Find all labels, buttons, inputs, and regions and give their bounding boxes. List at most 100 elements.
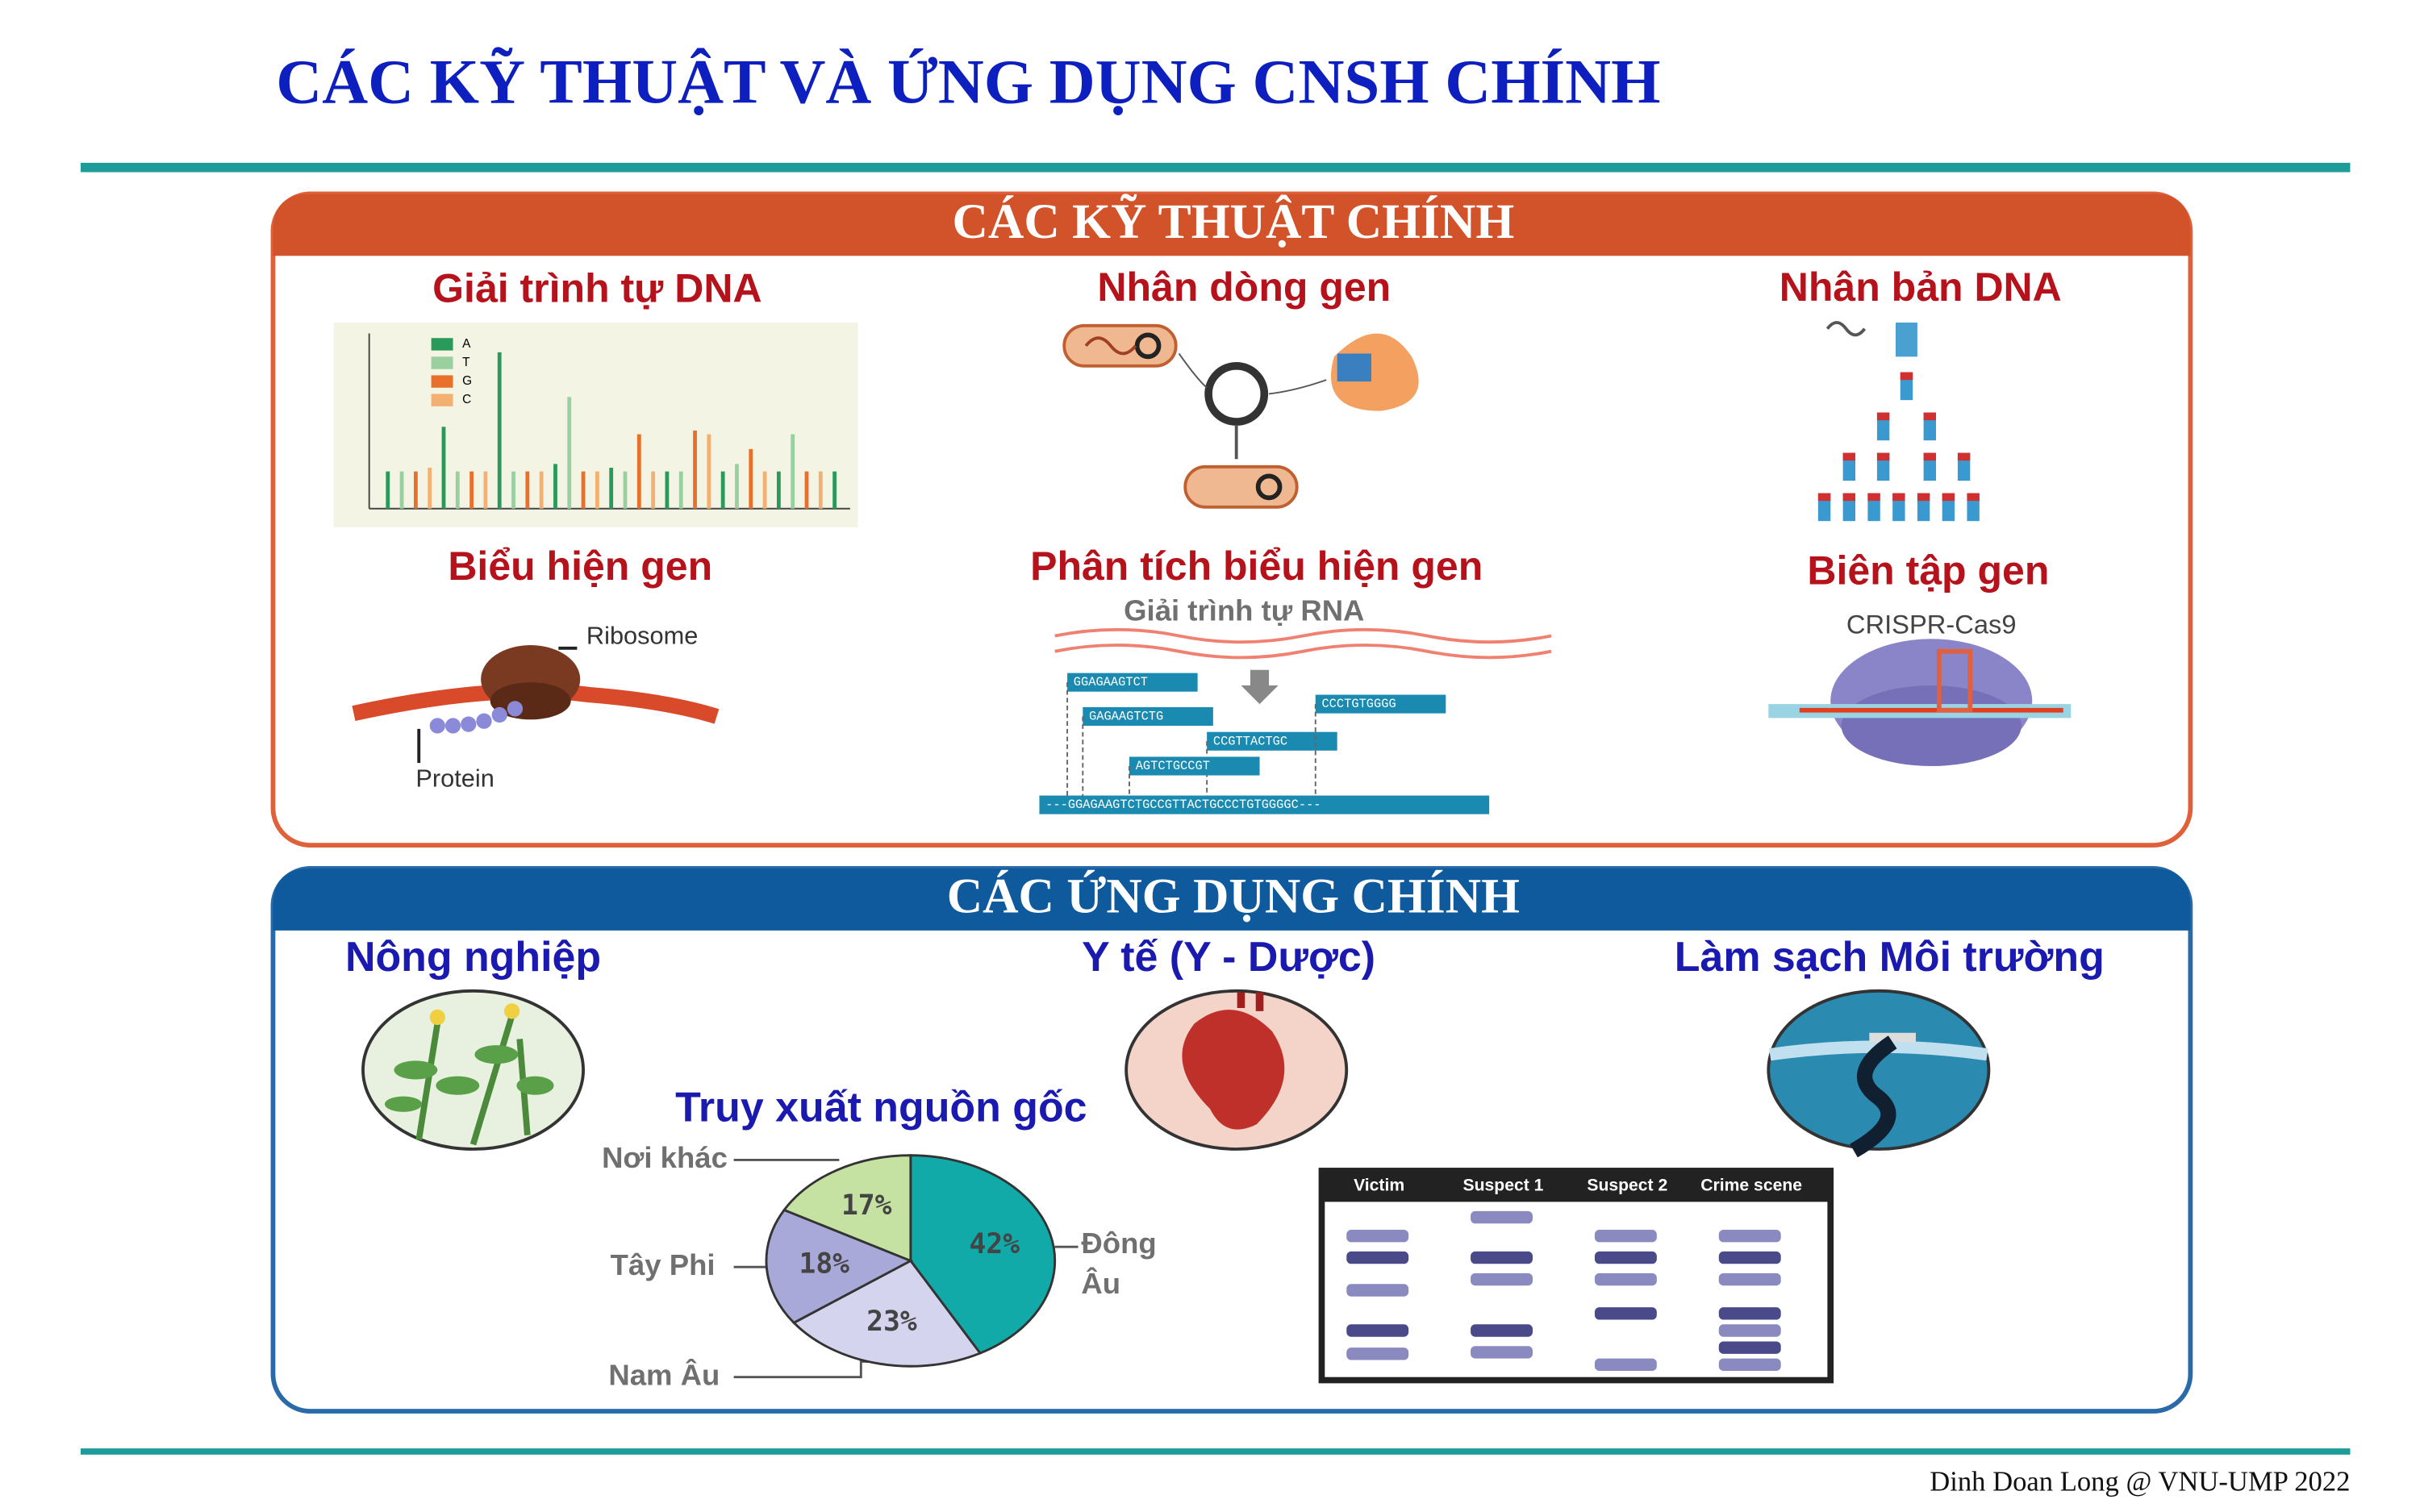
gel-header: Suspect 1 <box>1463 1177 1544 1195</box>
legend-swatch <box>431 356 453 369</box>
gel-header: Victim <box>1354 1177 1404 1195</box>
gel-band <box>1594 1272 1657 1286</box>
heart-image <box>1124 989 1349 1151</box>
gel-band <box>1718 1230 1781 1243</box>
strand-tip <box>1957 452 1971 461</box>
read-text: GAGAAGTCTG <box>1089 710 1163 724</box>
gel-band <box>1346 1284 1409 1297</box>
technique: Biểu hiện gen <box>448 544 712 589</box>
strand-tip <box>1923 452 1936 461</box>
agriculture-image <box>361 989 585 1151</box>
gel-band <box>1346 1347 1409 1360</box>
label: Protein <box>415 764 494 792</box>
contig <box>1039 795 1490 814</box>
subheading: Truy xuất nguồn gốc <box>675 1085 1087 1131</box>
gel-band <box>1471 1210 1533 1224</box>
pie-slice <box>782 1154 912 1263</box>
technique: Giải trình tự DNA <box>432 266 761 311</box>
legend-swatch <box>431 394 453 406</box>
pie-chart: 42% 23% 18% 17% <box>733 1154 1079 1379</box>
strand-tip <box>1842 493 1855 502</box>
read <box>1129 756 1260 776</box>
pie-label-box: Đông Âu <box>1081 1228 1157 1302</box>
pie-slice <box>791 1259 983 1368</box>
label: Ribosome <box>586 622 698 650</box>
label: CRISPR-Cas9 <box>1846 610 2017 639</box>
pie-value-label: 18% <box>799 1248 849 1280</box>
strand-tip <box>1876 452 1890 461</box>
gel-header: Crime scene <box>1700 1177 1802 1195</box>
footer: Dinh Doan Long @ VNU-UMP 2022 <box>1930 1466 2350 1497</box>
pie-label: Đông Âu <box>1081 1228 1157 1302</box>
strand-tip <box>1923 412 1936 421</box>
read-text: GGAGAAGTCT <box>1074 675 1148 689</box>
technique: Nhân dòng gen <box>1097 264 1391 310</box>
legend-label: A <box>462 337 471 351</box>
rna-seq-illustration: Giải trình tự RNA GGAGAAGTCT GAGAAGTCTG CC… <box>1039 594 1552 814</box>
gel-band <box>1346 1324 1409 1337</box>
pcr-illustration <box>1817 321 1980 522</box>
gel-band <box>1718 1307 1781 1320</box>
legend-label: C <box>462 393 471 406</box>
gel-band <box>1471 1251 1533 1264</box>
legend-label: G <box>462 374 472 388</box>
gel-band <box>1594 1358 1657 1371</box>
legend-swatch <box>431 338 453 351</box>
gel-band <box>1718 1358 1781 1371</box>
read <box>1083 706 1213 726</box>
pie-slice <box>765 1208 914 1325</box>
pie-label: Nơi khác <box>602 1141 728 1174</box>
pie-slice <box>909 1154 1057 1355</box>
application: Y tế (Y - Dược) <box>1082 934 1375 981</box>
pie-label: Tây Phi <box>611 1248 716 1281</box>
contig-text: ---GGAGAAGTCTGCCGTTACTGCCCTGTGGGGC--- <box>1045 798 1321 812</box>
pie-value-label: 23% <box>866 1306 917 1338</box>
pie-value-label: 42% <box>970 1228 1020 1260</box>
gel-image: Victim Suspect 1 Suspect 2 Crime scene <box>1318 1168 1834 1384</box>
gel-band <box>1346 1251 1409 1264</box>
gel-band <box>1594 1307 1657 1320</box>
gel-header: Suspect 2 <box>1587 1177 1667 1195</box>
gel-band <box>1718 1324 1781 1337</box>
gel-band <box>1718 1251 1781 1264</box>
technique: Nhân bản DNA <box>1780 264 2062 310</box>
read-text: CCCTGTGGGG <box>1321 697 1396 711</box>
slide-title: CÁC KỸ THUẬT VÀ ỨNG DỤNG CNSH CHÍNH <box>276 47 1660 118</box>
read <box>1207 731 1337 751</box>
read-text: CCGTTACTGC <box>1213 734 1287 748</box>
strand-tip <box>1942 493 1955 502</box>
ribosome-illustration: Ribosome Protein <box>352 622 720 792</box>
strand-tip <box>1892 493 1905 502</box>
read-text: AGTCTGCCGT <box>1136 759 1210 773</box>
strand-tip <box>1842 452 1855 461</box>
caption: Giải trình tự RNA <box>1124 594 1364 627</box>
gel-band <box>1718 1272 1781 1286</box>
strand-tip <box>1917 493 1930 502</box>
gel-band <box>1718 1341 1781 1354</box>
strand-tip <box>1967 493 1980 502</box>
legend-swatch <box>431 375 453 388</box>
read <box>1315 694 1446 714</box>
technique: Biên tập gen <box>1807 548 2049 594</box>
gel-band <box>1594 1251 1657 1264</box>
application: Nông nghiệp <box>345 934 601 981</box>
strand-tip <box>1867 493 1880 502</box>
gel-band <box>1346 1230 1409 1243</box>
gel-band <box>1471 1346 1533 1359</box>
cloning-illustration <box>1062 323 1419 509</box>
crispr-illustration: CRISPR-Cas9 <box>1768 610 2072 766</box>
section-heading: CÁC ỨNG DỤNG CHÍNH <box>947 868 1520 923</box>
legend-label: T <box>462 356 470 369</box>
strand-tip <box>1817 493 1831 502</box>
ocean-image <box>1767 989 1991 1158</box>
application: Làm sạch Môi trường <box>1675 934 2105 981</box>
pie-value-label: 17% <box>841 1189 892 1222</box>
strand-tip <box>1876 412 1890 421</box>
gel-band <box>1471 1324 1533 1337</box>
read <box>1067 673 1198 692</box>
pie-label: Nam Âu <box>608 1357 720 1391</box>
technique: Phân tích biểu hiện gen <box>1030 544 1483 589</box>
gel-band <box>1471 1272 1533 1286</box>
